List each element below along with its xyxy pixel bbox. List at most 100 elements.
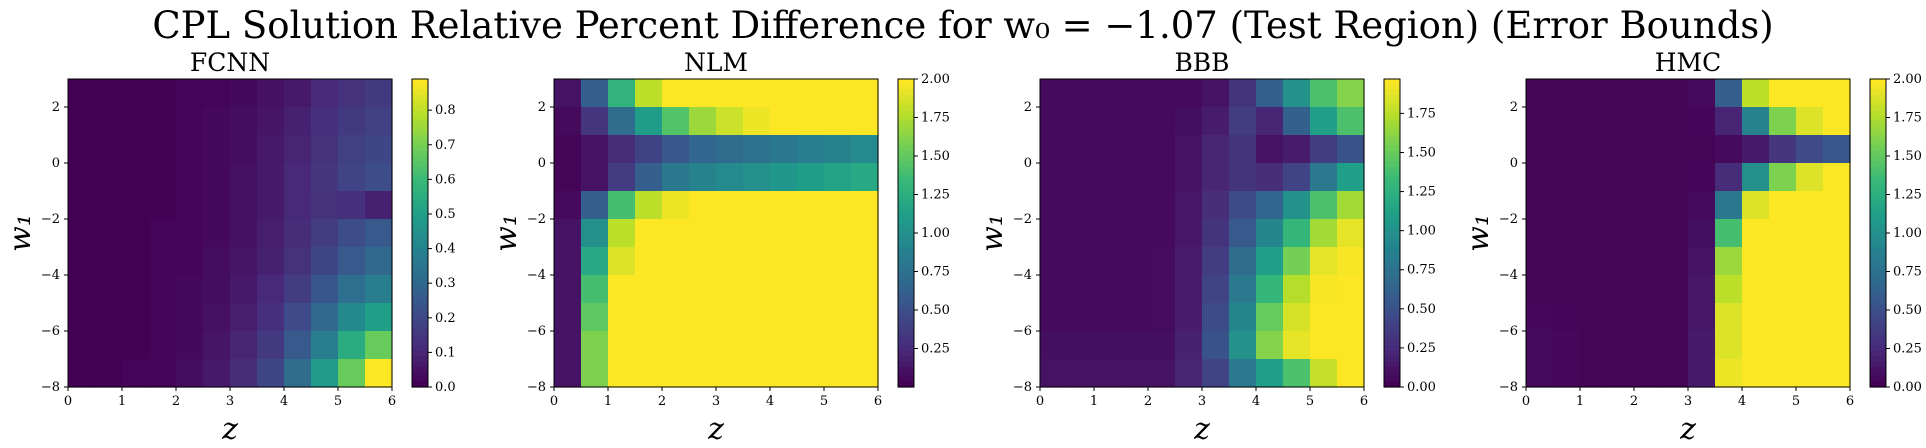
colorbar-band: [1870, 145, 1886, 152]
heatmap-cell: [797, 247, 825, 276]
colorbar-band: [1384, 140, 1400, 147]
heatmap-cell: [1634, 79, 1662, 108]
heatmap-cell: [1283, 191, 1311, 220]
heatmap-cell: [1823, 303, 1851, 332]
heatmap-cell: [95, 331, 123, 360]
heatmap-cell: [1121, 107, 1149, 136]
colorbar-band: [1870, 181, 1886, 188]
heatmap-cell: [338, 247, 366, 276]
heatmap-cell: [1121, 275, 1149, 304]
colorbar-band: [898, 253, 914, 260]
y-tick-label: −8: [1499, 380, 1518, 395]
colorbar-band: [412, 181, 428, 188]
colorbar-band: [898, 263, 914, 270]
colorbar-band: [1384, 268, 1400, 275]
heatmap-cell: [1229, 275, 1257, 304]
colorbar-band: [1384, 279, 1400, 285]
heatmap-cell: [284, 79, 312, 108]
colorbar-band: [412, 217, 428, 224]
colorbar-tick-label: 1.00: [1893, 226, 1922, 241]
heatmap-cell: [1067, 303, 1095, 332]
heatmap-cell: [68, 275, 96, 304]
heatmap-cells: [68, 79, 393, 388]
colorbar-tick-label: 0.2: [435, 311, 456, 326]
heatmap-cell: [1553, 303, 1581, 332]
panel-bbb: BBB 0 1 2 3 4 5 6 2 0 −2 −4 −6 −8 z w₁ 0.00 0.25 0.50 0.75 1…: [975, 48, 1436, 447]
heatmap-cell: [1553, 247, 1581, 276]
heatmap-cell: [1742, 219, 1770, 248]
colorbar-band: [412, 351, 428, 357]
heatmap-cell: [1148, 107, 1176, 136]
colorbar-band: [1384, 217, 1400, 224]
heatmap-cell: [770, 135, 798, 164]
heatmap-cell: [1283, 275, 1311, 304]
colorbar-band: [412, 176, 428, 183]
heatmap-cell: [1580, 79, 1608, 108]
heatmap-cell: [338, 359, 366, 388]
heatmap-cell: [689, 191, 717, 220]
heatmap-cell: [1661, 219, 1689, 248]
heatmap-cell: [1283, 247, 1311, 276]
heatmap-cell: [554, 275, 582, 304]
colorbar-band: [898, 279, 914, 285]
colorbar-band: [412, 381, 428, 388]
heatmap-cell: [1256, 79, 1284, 108]
heatmap-cell: [1607, 331, 1635, 360]
heatmap-cell: [635, 331, 663, 360]
colorbar-band: [898, 325, 914, 332]
colorbar-band: [1870, 186, 1886, 193]
heatmap-cell: [68, 79, 96, 108]
heatmap-cell: [1607, 247, 1635, 276]
heatmap-cell: [284, 303, 312, 332]
heatmap-cell: [1769, 135, 1797, 164]
colorbar-band: [1384, 212, 1400, 219]
heatmap-cell: [311, 191, 339, 220]
colorbar-band: [1870, 310, 1886, 316]
colorbar-band: [412, 233, 428, 239]
colorbar-band: [1384, 207, 1400, 214]
heatmap-cell: [203, 79, 231, 108]
heatmap-cell: [662, 135, 690, 164]
heatmap-cell: [824, 191, 852, 220]
heatmap-cell: [338, 135, 366, 164]
heatmap-cell: [743, 219, 771, 248]
heatmap-cell: [1175, 247, 1203, 276]
heatmap-cell: [1742, 303, 1770, 332]
heatmap-cell: [1067, 79, 1095, 108]
colorbar-band: [1870, 371, 1886, 378]
colorbar-band: [1870, 299, 1886, 306]
heatmap-cell: [230, 135, 258, 164]
heatmap-cell: [1094, 219, 1122, 248]
colorbar-band: [898, 135, 914, 142]
heatmap-cell: [1094, 247, 1122, 276]
heatmap-cell: [1283, 331, 1311, 360]
heatmap-cell: [176, 303, 204, 332]
heatmap-cell: [257, 163, 285, 192]
colorbar-tick-label: 0.75: [921, 265, 950, 280]
heatmap-cell: [257, 135, 285, 164]
x-tick-label: 3: [712, 394, 720, 409]
colorbar-band: [898, 222, 914, 229]
heatmap-cell: [1310, 191, 1338, 220]
y-tick-label: −6: [1013, 324, 1032, 339]
heatmap-cell: [1202, 247, 1230, 276]
colorbar-band: [1870, 84, 1886, 90]
heatmap-cell: [1526, 331, 1554, 360]
heatmap-cell: [230, 107, 258, 136]
heatmap-cell: [581, 135, 609, 164]
heatmap-cell: [1256, 219, 1284, 248]
heatmap-cell: [824, 247, 852, 276]
heatmap-cell: [1607, 275, 1635, 304]
colorbar-band: [898, 320, 914, 326]
heatmap-cell: [662, 163, 690, 192]
y-tick-label: −2: [1013, 212, 1032, 227]
colorbar-band: [412, 258, 428, 265]
heatmap-cell: [1121, 135, 1149, 164]
colorbar-band: [898, 79, 914, 85]
heatmap-cell: [122, 359, 150, 388]
y-tick-label: −6: [527, 324, 546, 339]
panel-title: HMC: [1655, 48, 1722, 77]
heatmap-cell: [743, 303, 771, 332]
colorbar-band: [1870, 94, 1886, 101]
heatmap-cell: [689, 163, 717, 192]
